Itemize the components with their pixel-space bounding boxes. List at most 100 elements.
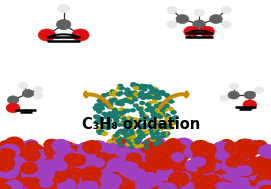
Circle shape: [216, 153, 231, 164]
Circle shape: [173, 172, 193, 185]
Circle shape: [119, 151, 135, 162]
Circle shape: [220, 95, 229, 101]
Circle shape: [261, 180, 271, 189]
Circle shape: [127, 97, 133, 101]
Circle shape: [47, 173, 59, 181]
Circle shape: [110, 161, 128, 173]
Circle shape: [126, 136, 132, 140]
Circle shape: [156, 181, 172, 189]
Circle shape: [141, 85, 147, 90]
Circle shape: [121, 186, 135, 189]
Circle shape: [116, 92, 122, 96]
Circle shape: [38, 29, 56, 41]
Circle shape: [157, 102, 163, 106]
Circle shape: [158, 124, 164, 128]
Circle shape: [173, 115, 179, 119]
Circle shape: [112, 149, 131, 162]
Circle shape: [126, 135, 132, 139]
Circle shape: [218, 178, 233, 188]
Circle shape: [102, 100, 108, 104]
Circle shape: [96, 115, 102, 120]
Circle shape: [143, 145, 149, 149]
Circle shape: [137, 93, 143, 97]
Circle shape: [98, 103, 104, 107]
Circle shape: [127, 90, 133, 94]
Circle shape: [123, 181, 143, 189]
Circle shape: [141, 176, 160, 189]
Circle shape: [136, 179, 151, 189]
Circle shape: [121, 120, 127, 124]
Circle shape: [29, 175, 49, 189]
Circle shape: [154, 108, 160, 112]
Circle shape: [72, 161, 92, 175]
Circle shape: [163, 134, 169, 138]
Circle shape: [118, 129, 124, 133]
Circle shape: [145, 102, 151, 107]
Circle shape: [34, 93, 43, 99]
Circle shape: [239, 167, 254, 178]
Circle shape: [234, 160, 253, 174]
Circle shape: [21, 162, 37, 174]
Circle shape: [147, 171, 167, 185]
Circle shape: [162, 131, 168, 135]
Circle shape: [194, 177, 215, 189]
Circle shape: [164, 131, 170, 136]
Circle shape: [140, 126, 146, 130]
Circle shape: [130, 138, 136, 142]
Circle shape: [204, 179, 217, 188]
Circle shape: [154, 128, 160, 132]
Circle shape: [226, 157, 240, 167]
Circle shape: [195, 152, 209, 161]
Circle shape: [140, 96, 146, 100]
Circle shape: [6, 177, 25, 189]
Circle shape: [4, 183, 24, 189]
Circle shape: [196, 154, 215, 168]
Circle shape: [207, 149, 223, 160]
Circle shape: [51, 166, 65, 176]
Circle shape: [132, 91, 138, 95]
Circle shape: [116, 86, 122, 90]
Circle shape: [54, 153, 68, 163]
Circle shape: [3, 171, 16, 180]
Circle shape: [119, 86, 125, 90]
Circle shape: [254, 177, 267, 187]
Circle shape: [78, 185, 96, 189]
Circle shape: [184, 147, 200, 158]
Circle shape: [204, 175, 220, 186]
Circle shape: [163, 181, 179, 189]
Circle shape: [118, 107, 124, 112]
Circle shape: [117, 84, 123, 88]
Circle shape: [142, 94, 148, 98]
Circle shape: [242, 181, 256, 189]
Circle shape: [44, 143, 61, 155]
Circle shape: [92, 185, 112, 189]
Circle shape: [250, 168, 267, 180]
Circle shape: [186, 146, 199, 156]
Circle shape: [144, 150, 156, 158]
Circle shape: [18, 183, 31, 189]
Circle shape: [153, 142, 159, 146]
Circle shape: [117, 102, 123, 106]
Circle shape: [230, 187, 244, 189]
Circle shape: [106, 122, 112, 126]
Circle shape: [195, 179, 209, 189]
Circle shape: [130, 108, 136, 112]
Circle shape: [147, 106, 153, 110]
Circle shape: [98, 99, 104, 103]
Circle shape: [5, 167, 22, 179]
Circle shape: [107, 111, 113, 115]
Circle shape: [113, 142, 128, 152]
Circle shape: [25, 145, 40, 155]
Circle shape: [118, 167, 131, 176]
Circle shape: [147, 101, 153, 105]
Circle shape: [151, 174, 166, 185]
Circle shape: [242, 161, 262, 175]
Circle shape: [175, 150, 189, 160]
Circle shape: [191, 181, 207, 189]
Circle shape: [134, 83, 140, 88]
Circle shape: [244, 91, 256, 99]
Circle shape: [189, 147, 202, 157]
Circle shape: [256, 155, 271, 169]
Circle shape: [141, 141, 159, 153]
Circle shape: [126, 153, 141, 164]
